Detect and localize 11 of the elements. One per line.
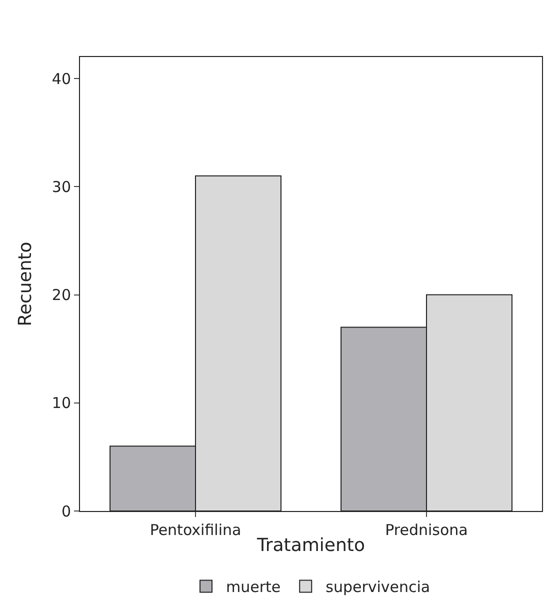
y-axis-title: Recuento <box>15 242 36 326</box>
x-axis-title: Tratamiento <box>256 535 365 556</box>
x-tick-label: Pentoxifilina <box>150 521 242 539</box>
legend-label: muerte <box>226 578 281 596</box>
y-tick-label: 40 <box>52 70 71 88</box>
x-tick-label: Prednisona <box>385 521 468 539</box>
y-tick-label: 10 <box>52 394 71 412</box>
legend-label: supervivencia <box>326 578 430 596</box>
y-tick-label: 20 <box>52 286 71 304</box>
y-tick-label: 0 <box>61 502 71 520</box>
y-tick-label: 30 <box>52 178 71 196</box>
